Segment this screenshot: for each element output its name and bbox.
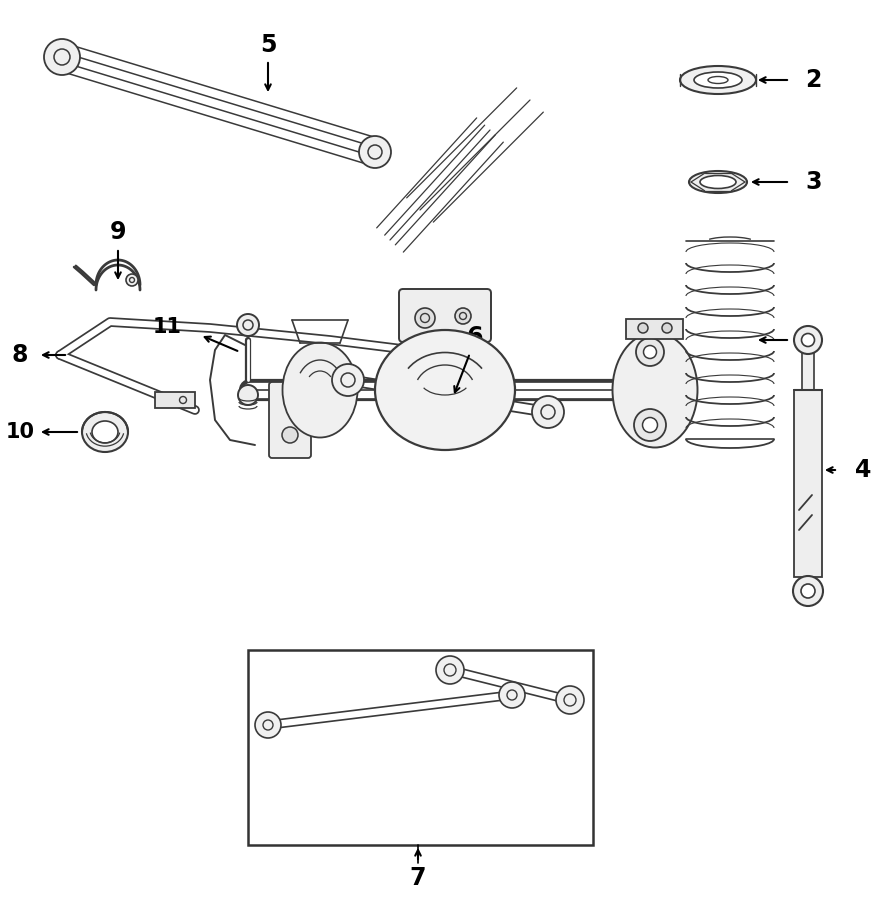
Ellipse shape [643, 346, 656, 358]
Text: 6: 6 [466, 325, 483, 349]
Text: 5: 5 [260, 33, 276, 57]
Ellipse shape [794, 326, 822, 354]
Ellipse shape [436, 656, 464, 684]
Ellipse shape [237, 314, 259, 336]
Ellipse shape [44, 39, 80, 75]
Ellipse shape [282, 427, 298, 443]
Text: 7: 7 [410, 866, 426, 890]
Ellipse shape [793, 576, 823, 606]
FancyBboxPatch shape [399, 289, 491, 342]
Ellipse shape [455, 308, 471, 324]
Ellipse shape [636, 338, 664, 366]
Ellipse shape [556, 686, 584, 714]
Ellipse shape [255, 712, 281, 738]
Ellipse shape [662, 323, 672, 333]
Ellipse shape [375, 330, 515, 450]
FancyBboxPatch shape [802, 330, 814, 390]
FancyBboxPatch shape [269, 382, 311, 458]
Ellipse shape [638, 323, 648, 333]
Ellipse shape [82, 412, 128, 452]
Ellipse shape [634, 409, 666, 441]
FancyBboxPatch shape [626, 319, 683, 339]
Ellipse shape [694, 72, 742, 88]
Ellipse shape [700, 176, 736, 188]
Text: 2: 2 [805, 68, 822, 92]
Ellipse shape [126, 274, 138, 286]
Ellipse shape [642, 418, 657, 433]
Bar [248, 650, 593, 845]
Text: 10: 10 [5, 422, 34, 442]
Text: 8: 8 [11, 343, 28, 367]
Ellipse shape [802, 334, 815, 346]
Text: 11: 11 [153, 317, 182, 337]
Ellipse shape [92, 421, 118, 443]
Ellipse shape [801, 584, 815, 598]
Ellipse shape [499, 682, 525, 708]
Ellipse shape [680, 66, 756, 94]
Ellipse shape [415, 308, 435, 328]
FancyBboxPatch shape [794, 390, 822, 577]
Ellipse shape [532, 396, 564, 428]
Text: 3: 3 [805, 170, 822, 194]
Ellipse shape [359, 136, 391, 168]
Ellipse shape [612, 332, 697, 447]
Text: 4: 4 [855, 458, 872, 482]
Ellipse shape [689, 171, 747, 193]
Ellipse shape [238, 385, 258, 405]
Text: 9: 9 [109, 220, 126, 244]
Ellipse shape [332, 364, 364, 396]
Text: 1: 1 [805, 328, 822, 352]
FancyBboxPatch shape [155, 392, 195, 408]
Ellipse shape [283, 343, 358, 437]
